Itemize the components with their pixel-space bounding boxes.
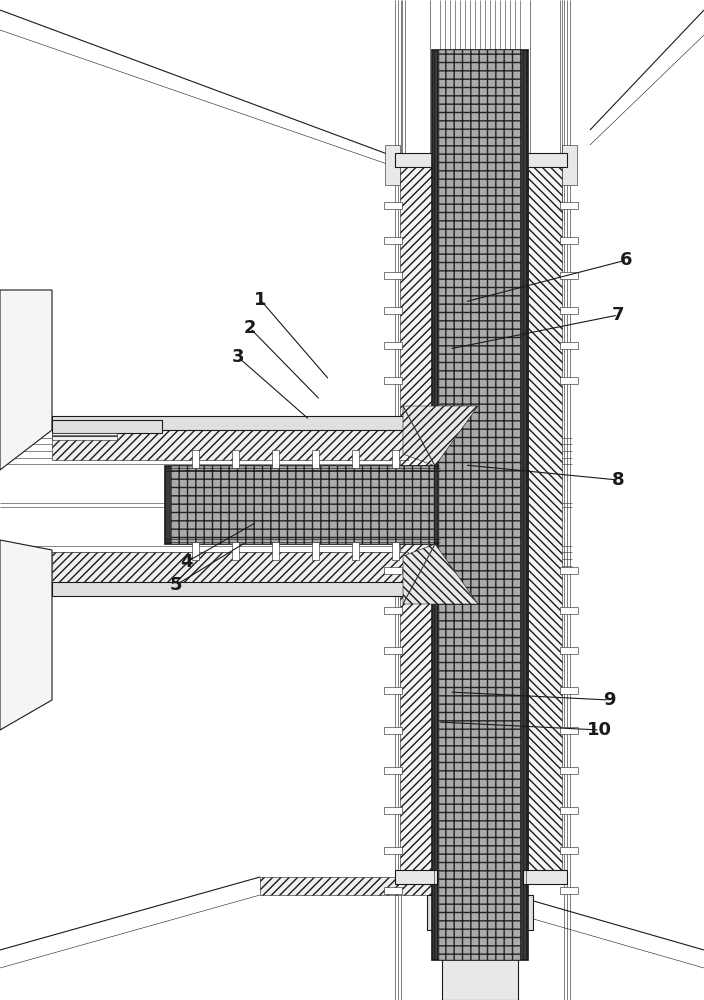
Bar <box>560 647 578 654</box>
Bar <box>384 607 402 614</box>
Text: 3: 3 <box>232 348 244 366</box>
Polygon shape <box>403 406 478 466</box>
Bar <box>432 50 528 960</box>
Bar <box>560 237 578 244</box>
Bar <box>384 202 402 209</box>
Polygon shape <box>0 540 52 730</box>
Bar <box>560 202 578 209</box>
Bar <box>384 237 402 244</box>
Bar <box>171 466 434 544</box>
Bar <box>384 342 402 349</box>
Bar <box>523 870 567 884</box>
Bar <box>272 542 279 560</box>
Bar <box>528 165 562 875</box>
Bar <box>52 582 408 596</box>
Bar <box>560 307 578 314</box>
Bar <box>395 870 437 884</box>
Bar <box>384 647 402 654</box>
Bar <box>560 887 578 894</box>
Text: 6: 6 <box>620 251 633 269</box>
Bar <box>192 450 199 468</box>
Bar <box>560 607 578 614</box>
Bar <box>560 767 578 774</box>
Bar <box>52 416 408 430</box>
Text: 10: 10 <box>587 721 612 739</box>
Polygon shape <box>0 290 52 470</box>
Bar <box>192 542 199 560</box>
Text: 5: 5 <box>170 576 182 594</box>
Polygon shape <box>403 544 478 604</box>
Bar <box>560 342 578 349</box>
Bar <box>52 420 162 433</box>
Bar <box>384 377 402 384</box>
Bar <box>260 877 450 895</box>
Bar <box>384 807 402 814</box>
Bar <box>165 466 440 544</box>
Bar <box>395 153 567 167</box>
Text: 7: 7 <box>612 306 624 324</box>
Bar <box>384 847 402 854</box>
Bar <box>232 450 239 468</box>
Bar <box>352 450 359 468</box>
Bar <box>560 847 578 854</box>
Bar <box>52 433 117 440</box>
Bar <box>560 272 578 279</box>
Bar <box>352 542 359 560</box>
Bar <box>385 145 400 185</box>
Bar <box>439 50 521 960</box>
Bar <box>52 430 408 460</box>
Text: 1: 1 <box>254 291 267 309</box>
Bar <box>312 450 319 468</box>
Bar <box>312 542 319 560</box>
Text: 8: 8 <box>612 471 624 489</box>
Bar <box>52 552 408 582</box>
Bar <box>384 567 402 574</box>
Bar <box>384 767 402 774</box>
Bar <box>560 727 578 734</box>
Bar <box>392 542 399 560</box>
Text: 9: 9 <box>603 691 615 709</box>
Bar <box>384 272 402 279</box>
Text: 4: 4 <box>180 553 193 571</box>
Bar <box>560 377 578 384</box>
Bar <box>232 542 239 560</box>
Bar <box>560 567 578 574</box>
Text: 2: 2 <box>244 319 256 337</box>
Bar <box>562 145 577 185</box>
Bar <box>442 930 518 1000</box>
Bar <box>400 165 432 875</box>
Bar <box>560 807 578 814</box>
Bar <box>384 727 402 734</box>
Bar <box>392 450 399 468</box>
Bar <box>560 687 578 694</box>
Bar <box>272 450 279 468</box>
Bar <box>384 687 402 694</box>
Bar <box>384 307 402 314</box>
Bar <box>384 887 402 894</box>
Bar <box>427 895 533 930</box>
